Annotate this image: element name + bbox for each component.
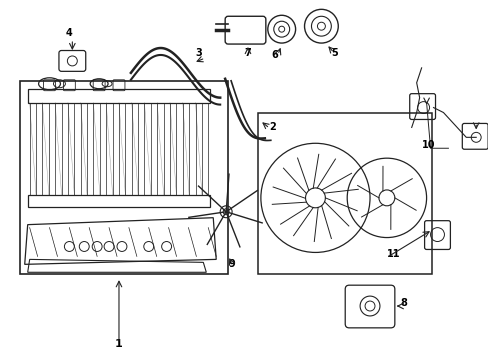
Text: 5: 5 bbox=[331, 48, 338, 58]
Bar bbox=[28, 195, 210, 207]
Text: 3: 3 bbox=[195, 48, 202, 58]
Text: 9: 9 bbox=[229, 259, 236, 269]
Bar bbox=[20, 81, 228, 274]
Text: 1: 1 bbox=[115, 339, 123, 349]
Text: 6: 6 bbox=[271, 50, 278, 60]
Text: 8: 8 bbox=[400, 298, 407, 308]
Text: 10: 10 bbox=[422, 140, 435, 150]
Text: 2: 2 bbox=[270, 122, 276, 132]
Bar bbox=[28, 89, 210, 103]
Bar bbox=[258, 113, 432, 274]
Text: 7: 7 bbox=[245, 48, 251, 58]
Text: 4: 4 bbox=[66, 28, 73, 38]
Text: 11: 11 bbox=[387, 249, 401, 260]
